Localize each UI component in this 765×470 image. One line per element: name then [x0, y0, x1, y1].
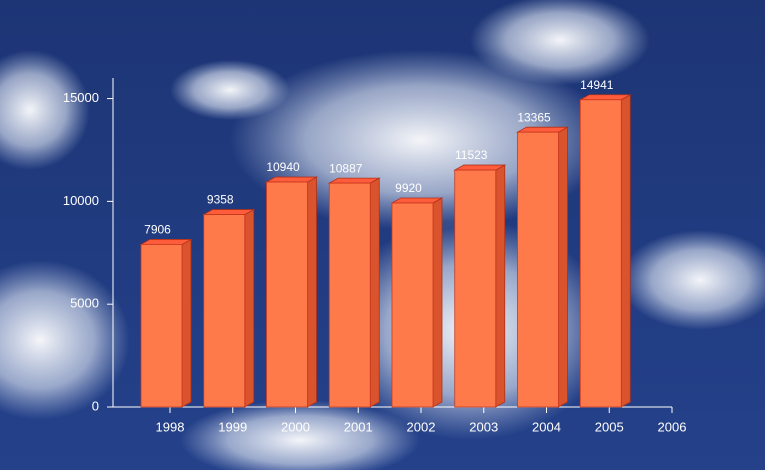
x-tick-label: 2002 [407, 419, 436, 434]
bar [453, 164, 507, 408]
bar-face [432, 197, 443, 408]
bar [578, 94, 632, 408]
x-tick-label: 2005 [595, 419, 624, 434]
bar-face [266, 181, 308, 408]
bar [515, 126, 570, 408]
bar-face [454, 169, 497, 408]
bar-face [558, 126, 568, 408]
y-tick-label: 5000 [70, 296, 99, 311]
bar-face [390, 197, 444, 204]
bar-face [495, 164, 506, 408]
bar-face [391, 202, 434, 408]
x-tick-label: 1998 [156, 419, 185, 434]
bar-face [307, 176, 317, 408]
x-tick-label: 1999 [218, 419, 247, 434]
x-tick-label: 2003 [469, 419, 498, 434]
bar-face [517, 131, 559, 408]
bar-face [515, 126, 570, 133]
value-label: 14941 [580, 78, 614, 92]
bar-face [579, 99, 622, 408]
bar-face [369, 177, 380, 408]
y-tick-label: 15000 [63, 90, 99, 105]
bar-face [453, 164, 507, 171]
y-tick-label: 10000 [63, 193, 99, 208]
bar [327, 177, 381, 408]
bar-face [202, 209, 256, 215]
x-tick-label: 2001 [344, 419, 373, 434]
bar [202, 208, 256, 408]
value-label: 10887 [329, 161, 363, 175]
bar-face [578, 94, 632, 101]
value-label: 10940 [266, 160, 300, 174]
bar-face [327, 177, 381, 184]
bar [390, 197, 444, 408]
bar-face [244, 208, 255, 408]
bar-face [181, 238, 192, 408]
bar [139, 238, 193, 408]
bar-face [139, 239, 193, 245]
value-label: 7906 [144, 223, 171, 237]
bar-face [264, 176, 319, 183]
value-label: 13365 [517, 110, 551, 124]
x-tick-label: 2000 [281, 419, 310, 434]
value-label: 9358 [207, 193, 234, 207]
value-label: 9920 [395, 181, 422, 195]
bar-face [140, 244, 183, 408]
value-label: 11523 [455, 148, 488, 162]
bar-face [328, 182, 371, 408]
bar [264, 176, 319, 408]
x-tick-label: 2006 [658, 419, 687, 434]
x-tick-label: 2004 [532, 419, 561, 434]
bar-face [203, 214, 246, 408]
bar-face [620, 94, 631, 408]
y-tick-label: 0 [92, 398, 99, 413]
